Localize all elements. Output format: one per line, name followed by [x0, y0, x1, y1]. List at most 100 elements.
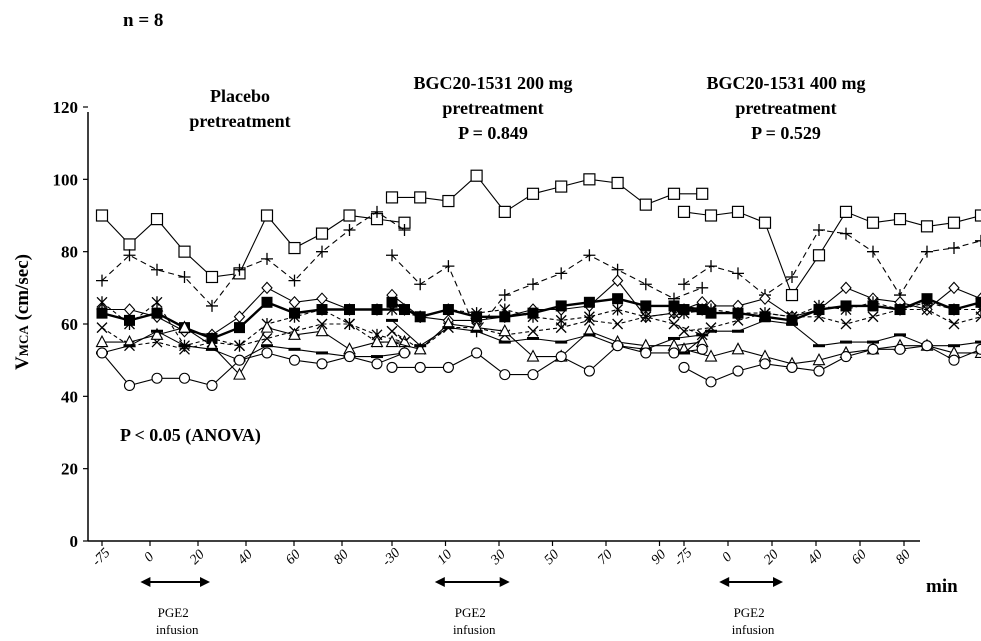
data-point: [233, 354, 246, 366]
series-filled-square: [96, 296, 410, 344]
data-point: [123, 249, 136, 262]
data-point: [471, 347, 483, 359]
data-point: [975, 311, 981, 323]
data-point: [414, 310, 426, 323]
series-circle: [96, 347, 411, 392]
data-point: [386, 249, 398, 262]
data-point: [758, 216, 772, 229]
data-point: [316, 303, 328, 316]
data-point: [612, 293, 624, 305]
x-tick-label: 20: [761, 547, 782, 568]
data-point: [668, 347, 680, 359]
series-line: [391, 319, 703, 350]
panel-title-line: pretreatment: [442, 98, 543, 118]
data-point: [288, 327, 301, 340]
data-point: [527, 310, 539, 323]
panels: Placebo pretreatment -75 0 20 40 60 80 PGE2 infus…: [90, 73, 981, 637]
panel-p-value: P = 0.849: [458, 123, 528, 143]
x-tick-label: 40: [805, 547, 826, 568]
data-point: [813, 365, 825, 377]
data-point: [471, 307, 483, 320]
data-point: [839, 205, 853, 218]
data-point: [678, 307, 690, 320]
series-line: [683, 345, 981, 383]
series-line: [101, 301, 405, 347]
data-point: [526, 187, 540, 200]
infusion-arrow-right-head: [499, 577, 510, 587]
data-point: [414, 361, 426, 373]
data-point: [316, 292, 328, 306]
data-point: [234, 322, 245, 334]
x-tick-label: 80: [893, 547, 914, 568]
x-tick-label: -75: [672, 546, 696, 570]
data-point: [234, 340, 245, 352]
y-tick-label: 40: [61, 387, 78, 406]
x-tick-label: -30: [380, 546, 404, 570]
series-star: [96, 296, 410, 352]
data-point: [974, 209, 981, 222]
series-triangle: [95, 320, 411, 380]
infusion-label-drug: PGE2: [158, 605, 189, 620]
x-tick-label: 80: [331, 547, 352, 568]
data-point: [611, 274, 624, 287]
data-point: [178, 320, 191, 333]
data-point: [343, 223, 356, 236]
data-point: [786, 311, 798, 323]
data-point: [732, 267, 744, 280]
series-line: [391, 254, 703, 333]
series-circle: [678, 340, 981, 388]
data-point: [288, 241, 301, 255]
data-point: [785, 288, 799, 302]
data-point: [867, 245, 879, 258]
data-point: [555, 350, 567, 363]
x-tick-label: 60: [283, 547, 304, 568]
data-point: [840, 303, 852, 316]
y-axis-title-sub: MCA: [16, 325, 31, 357]
data-point: [123, 238, 136, 251]
data-point: [385, 334, 399, 348]
y-axis-title: VMCA (cm/sec): [12, 254, 33, 370]
series-line: [101, 323, 405, 350]
series-line: [101, 330, 405, 361]
data-point: [921, 340, 933, 352]
data-point: [95, 209, 109, 222]
data-point: [151, 372, 163, 384]
data-point: [288, 274, 301, 287]
data-point: [704, 209, 718, 222]
series-filled-square: [678, 293, 981, 326]
data-point: [696, 187, 709, 200]
data-point: [470, 169, 483, 182]
data-point: [678, 325, 690, 337]
x-axis-unit: min: [926, 576, 958, 597]
y-tick-label: 120: [53, 98, 79, 117]
infusion-label-word: infusion: [156, 622, 199, 637]
data-point: [371, 358, 383, 370]
data-point: [370, 334, 384, 348]
series-star: [386, 303, 708, 327]
data-point: [866, 216, 880, 229]
data-point: [612, 318, 624, 330]
sample-size: n = 8: [123, 10, 163, 31]
data-point: [442, 260, 455, 273]
panel-1: Placebo pretreatment -75 0 20 40 60 80 PGE2 infus…: [90, 86, 411, 637]
data-point: [96, 307, 108, 319]
data-point: [640, 347, 652, 359]
data-point: [668, 307, 680, 320]
data-point: [813, 299, 825, 312]
data-point: [206, 379, 218, 392]
data-point: [555, 322, 567, 334]
data-point: [414, 278, 427, 291]
data-point: [498, 289, 511, 302]
data-point: [893, 213, 907, 226]
data-point: [840, 318, 852, 330]
y-tick-label: 80: [61, 243, 78, 262]
series-line: [392, 174, 703, 213]
data-point: [96, 347, 108, 359]
data-point: [840, 350, 852, 363]
data-point: [178, 245, 191, 258]
data-point: [371, 304, 383, 316]
data-point: [583, 296, 595, 308]
data-point: [123, 379, 136, 392]
x-tick-label: -75: [90, 546, 114, 570]
series-triangle: [385, 316, 709, 362]
